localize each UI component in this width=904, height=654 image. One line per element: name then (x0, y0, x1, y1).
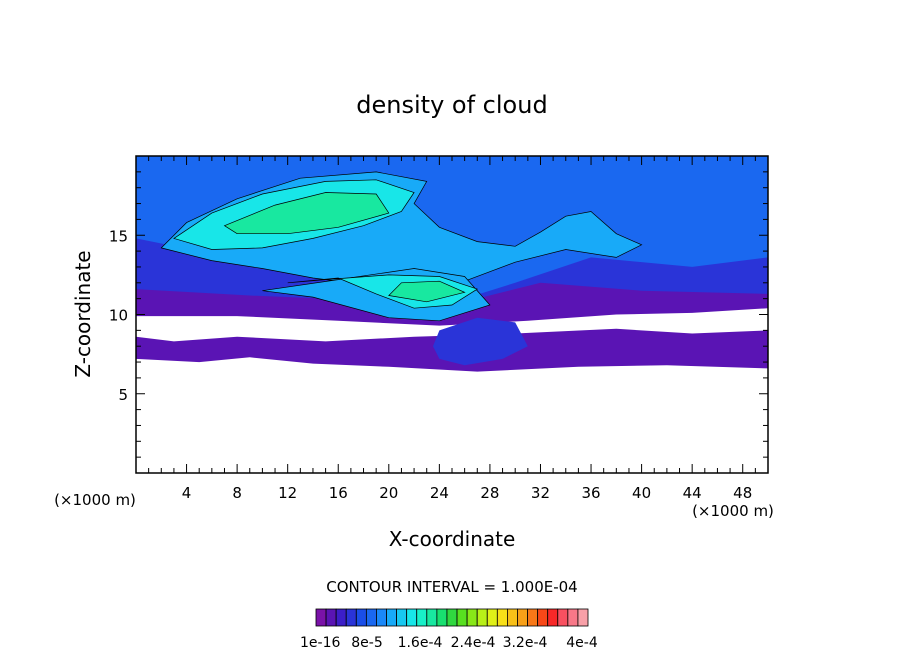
colorbar-swatch-13 (446, 608, 458, 627)
contour-band-11-region-1 (388, 280, 466, 303)
x-tick-label-20: 20 (379, 484, 398, 502)
x-tick-label-44: 44 (683, 484, 702, 502)
colorbar-swatch-19 (507, 608, 518, 627)
y-axis: 5 10 15 (109, 171, 768, 458)
colorbar-swatch-17 (486, 608, 498, 627)
x-tick-label-8: 8 (232, 484, 242, 502)
y-tick-label-10: 10 (109, 307, 128, 325)
x-tick-label-48: 48 (733, 484, 752, 502)
colorbar-swatch-9 (406, 608, 418, 627)
colorbar-swatch-5 (365, 608, 377, 627)
colorbar-swatch-25 (567, 608, 579, 627)
x-axis-unit-right: (×1000 m) (692, 502, 774, 520)
x-axis-unit-left: (×1000 m) (54, 491, 136, 509)
colorbar-swatch-3 (345, 608, 357, 627)
colorbar-label-2: 1.6e-4 (398, 635, 443, 651)
colorbar-swatch-7 (386, 608, 397, 627)
colorbar-swatch-4 (355, 608, 367, 627)
colorbar-swatch-11 (426, 608, 438, 627)
contour-field (136, 156, 768, 372)
colorbar (315, 608, 589, 627)
x-tick-label-32: 32 (531, 484, 550, 502)
colorbar-swatch-12 (436, 608, 448, 627)
contour-interval-text: CONTOUR INTERVAL = 1.000E-04 (326, 578, 577, 596)
chart-title: density of cloud (356, 91, 547, 119)
colorbar-label-3: 2.4e-4 (451, 635, 496, 651)
colorbar-swatch-15 (466, 608, 478, 627)
x-tick-label-4: 4 (182, 484, 192, 502)
colorbar-labels: 1e-16 8e-5 1.6e-4 2.4e-4 3.2e-4 4e-4 (300, 635, 598, 651)
x-tick-label-16: 16 (329, 484, 348, 502)
y-axis-label: Z-coordinate (71, 250, 95, 377)
x-tick-label-40: 40 (632, 484, 651, 502)
colorbar-swatch-14 (456, 608, 468, 627)
colorbar-label-4: 3.2e-4 (503, 635, 548, 651)
colorbar-swatch-21 (527, 608, 539, 627)
colorbar-label-0: 1e-16 (300, 635, 340, 651)
colorbar-swatch-18 (496, 608, 508, 627)
y-tick-label-15: 15 (109, 227, 128, 245)
x-tick-label-28: 28 (480, 484, 499, 502)
colorbar-swatch-16 (476, 608, 488, 627)
colorbar-label-1: 8e-5 (351, 635, 382, 651)
colorbar-swatch-26 (577, 608, 589, 627)
colorbar-label-5: 4e-4 (566, 635, 598, 651)
colorbar-swatch-1 (325, 608, 337, 627)
colorbar-swatch-8 (396, 608, 408, 627)
x-axis: 4 8 12 16 20 24 28 32 36 40 44 48 (148, 156, 756, 502)
colorbar-swatch-20 (517, 608, 528, 627)
x-axis-label: X-coordinate (389, 527, 516, 551)
contour-band-11-region-0 (223, 192, 390, 235)
colorbar-swatch-22 (537, 608, 549, 627)
colorbar-swatch-23 (547, 608, 559, 627)
colorbar-swatch-2 (335, 608, 347, 627)
colorbar-swatch-6 (376, 608, 387, 627)
x-tick-label-12: 12 (278, 484, 297, 502)
colorbar-swatch-10 (416, 608, 428, 627)
x-tick-label-24: 24 (430, 484, 449, 502)
colorbar-swatch-24 (557, 608, 569, 627)
y-tick-label-5: 5 (118, 386, 128, 404)
colorbar-swatch-0 (315, 608, 327, 627)
contour-band-3-region-1 (433, 317, 528, 366)
x-tick-label-36: 36 (581, 484, 600, 502)
